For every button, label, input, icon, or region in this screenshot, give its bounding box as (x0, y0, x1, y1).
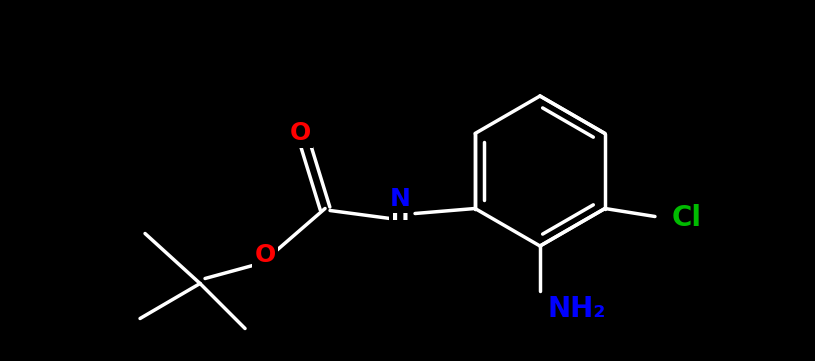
Text: Cl: Cl (672, 204, 702, 232)
Text: H: H (391, 204, 409, 223)
Text: N: N (390, 187, 411, 210)
Text: O: O (289, 122, 311, 145)
Text: O: O (254, 243, 275, 266)
Text: NH₂: NH₂ (548, 295, 606, 323)
